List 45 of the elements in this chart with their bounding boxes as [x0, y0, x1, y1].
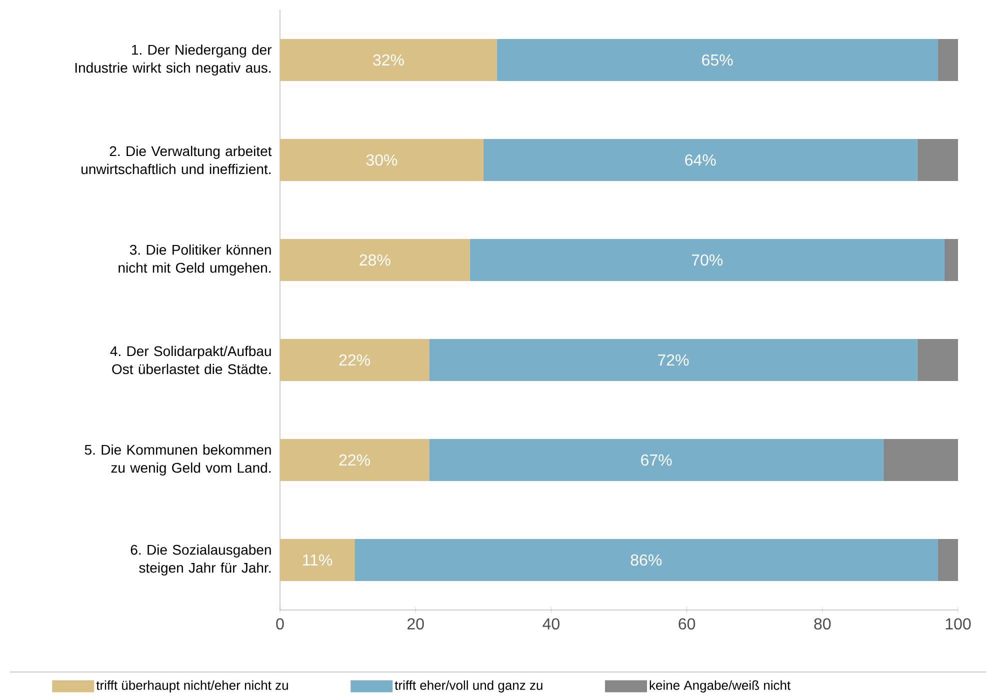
- y-tick-label: 6. Die Sozialausgaben steigen Jahr für Jahr.: [130, 544, 271, 576]
- bar: [917, 139, 958, 182]
- x-tick-label: 20: [408, 618, 424, 630]
- bar: [483, 139, 918, 182]
- y-tick-label: 5. Die Kommunen bekommen zu wenig Geld vom Land.: [84, 444, 271, 476]
- x-tick-label: 0: [276, 618, 284, 630]
- x-tick-label: 40: [542, 618, 560, 630]
- bar: [917, 339, 958, 382]
- data-label: 72%: [658, 354, 689, 366]
- legend-label: keine Angabe/weiß nicht: [650, 680, 790, 692]
- y-tick-label: 3. Die Politiker können nicht mit Geld umgehen.: [118, 244, 271, 276]
- legend-label: trifft überhaupt nicht/eher nicht zu: [96, 680, 288, 692]
- data-label: 64%: [685, 154, 716, 166]
- x-tick-label: 100: [946, 618, 971, 630]
- y-tick-label: 4. Der Solidarpakt/Aufbau Ost überlastet die Städte.: [110, 346, 271, 374]
- bar: [944, 239, 958, 282]
- bar: [938, 39, 958, 82]
- data-label: 30%: [366, 154, 398, 166]
- bar: [470, 239, 944, 282]
- y-tick-label: 2. Die Verwaltung arbeitet unwirtschaftlich und ineffizient.: [82, 146, 272, 174]
- bar: [354, 539, 938, 582]
- x-tick-label: 80: [814, 618, 831, 630]
- data-label: 28%: [360, 254, 390, 266]
- y-tick-label: 1. Der Niedergang der Industrie wirkt sich negativ aus.: [75, 44, 272, 76]
- bar: [280, 139, 484, 182]
- bar: [883, 439, 958, 482]
- bar: [429, 339, 918, 382]
- data-label: 22%: [339, 454, 370, 466]
- bar: [429, 439, 884, 482]
- bar: [280, 539, 355, 582]
- bar: [938, 539, 958, 582]
- bar: [280, 39, 497, 82]
- legend-label: trifft eher/voll und ganz zu: [394, 680, 542, 692]
- data-label: 86%: [630, 554, 662, 566]
- data-label: 70%: [692, 254, 723, 266]
- bar: [280, 239, 470, 282]
- data-label: 65%: [702, 54, 733, 66]
- bar: [496, 39, 938, 82]
- bar: [280, 339, 430, 382]
- x-tick-label: 60: [678, 618, 696, 630]
- data-label: 22%: [339, 354, 370, 366]
- data-label: 32%: [373, 54, 404, 66]
- bar: [280, 439, 430, 482]
- data-label: 67%: [641, 454, 672, 466]
- data-label: 11%: [303, 554, 332, 566]
